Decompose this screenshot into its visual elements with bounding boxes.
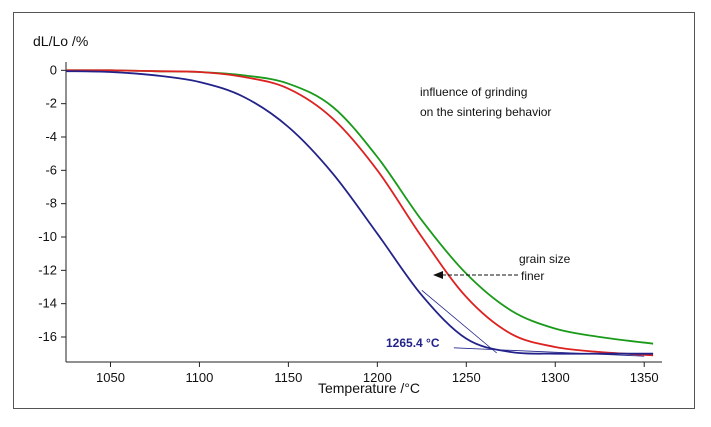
y-tick-label: -4 (45, 129, 57, 144)
x-axis-title: Temperature /°C (318, 380, 420, 396)
series (65, 69, 654, 357)
y-axis-title: dL/Lo /% (33, 33, 88, 49)
y-tick-label: -8 (45, 196, 57, 211)
onset-tangent-line (421, 290, 497, 354)
series-line-red (65, 69, 654, 357)
axes (65, 62, 662, 363)
x-tick-label: 1100 (185, 370, 213, 385)
y-tick-label: -2 (45, 96, 57, 111)
x-tick-label: 1200 (363, 370, 392, 385)
y-tick-label: -14 (38, 296, 57, 311)
annotation-finer: finer (521, 269, 544, 283)
x-tick-label: 1050 (96, 370, 125, 385)
annotation-title-line1: influence of grinding (420, 85, 527, 99)
onset-temperature-label: 1265.4 °C (386, 336, 440, 350)
y-tick-label: -10 (38, 229, 57, 244)
chart-frame (13, 12, 695, 409)
x-tick-label: 1350 (630, 370, 659, 385)
y-ticks: 0 -2 -4 -6 -8 -10 -12 -14 -16 (38, 62, 66, 344)
x-ticks: 1050 1100 1150 1200 1250 1300 1350 (96, 362, 659, 385)
x-tick-label: 1150 (274, 370, 302, 385)
finer-arrow-head (433, 271, 443, 279)
annotation-title-line2: on the sintering behavior (420, 105, 551, 119)
annotations: dL/Lo /% Temperature /°C influence of gr… (33, 33, 645, 396)
y-tick-label: -16 (38, 329, 57, 344)
x-tick-label: 1300 (541, 370, 570, 385)
series-line-blue (65, 70, 654, 355)
series-line-green (65, 69, 654, 345)
annotation-grain-size: grain size (519, 252, 571, 266)
x-tick-label: 1250 (452, 370, 481, 385)
y-tick-label: -12 (38, 262, 57, 277)
y-tick-label: -6 (45, 162, 57, 177)
y-tick-label: 0 (50, 62, 57, 77)
onset-baseline-line (453, 347, 645, 357)
